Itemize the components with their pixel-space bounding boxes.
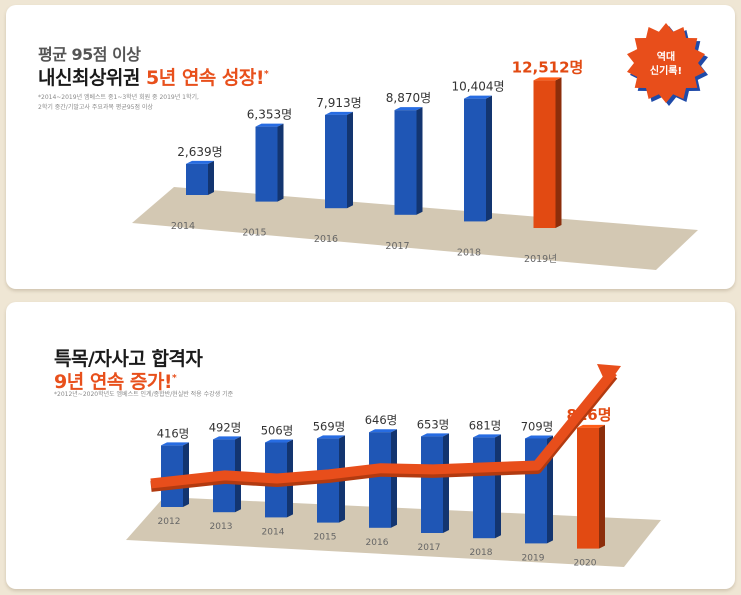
chart2-title-line2: 9년 연속 증가!*	[54, 367, 177, 394]
chart2-bar-2018-side	[495, 434, 501, 539]
chart2-value-label: 681명	[469, 418, 502, 432]
chart2-plot: 416명 2012 492명 2013 506명 2014 569명 2015 646명 2016…	[126, 364, 661, 569]
chart1-note: *2014~2019년 엠베스트 중1~3학년 회원 중 2019년 1학기, …	[38, 93, 199, 113]
chart1-title-mark: *	[264, 69, 269, 80]
chart2-bar-2013-top	[213, 436, 241, 440]
chart2-bar-2017-top	[421, 433, 449, 437]
chart2-value-label: 709명	[521, 419, 554, 433]
chart1-xtick: 2016	[314, 234, 338, 245]
chart2-bar-2020-side	[599, 424, 605, 549]
chart2-bar-2020	[577, 427, 599, 549]
chart2-value-label: 506명	[261, 424, 294, 438]
chart2-bar-2016	[369, 432, 391, 528]
chart2-xtick: 2019	[522, 553, 545, 563]
chart2-bar-2020-top	[577, 424, 605, 428]
chart2-xtick: 2018	[470, 548, 493, 558]
chart1-badge-line1: 역대	[657, 50, 675, 63]
chart2-bar-2017	[421, 436, 443, 533]
chart2-bar-2018-top	[473, 434, 501, 438]
chart2-title-line1: 특목/자사고 합격자	[54, 348, 203, 370]
chart1-value-label: 10,404명	[451, 80, 504, 94]
chart1-bar-2015-side	[277, 123, 284, 202]
chart2-bar-2016-side	[391, 429, 397, 528]
chart1-xtick: 2014	[171, 221, 195, 232]
chart1-value-label: 7,913명	[316, 96, 361, 110]
chart2-bar-2012-top	[161, 442, 189, 446]
chart2-value-label: 569명	[313, 419, 346, 433]
chart1-bar-2018	[464, 98, 486, 222]
chart1-bar-2014	[186, 163, 208, 195]
chart1-title-highlight: 5년 연속 성장!	[146, 67, 265, 89]
chart1-xtick: 2018	[457, 247, 481, 258]
chart2-bar-2018	[473, 437, 495, 539]
chart2-trend-arrow-head	[597, 364, 621, 386]
chart2-xtick: 2013	[210, 522, 233, 532]
chart2-bar-2016-top	[369, 429, 397, 433]
chart2-trend-arrow	[150, 368, 617, 489]
chart2-xtick: 2014	[262, 527, 285, 537]
chart2-title-highlight: 9년 연속 증가!	[54, 371, 173, 393]
chart1-bar-2017-side	[416, 107, 423, 215]
chart1-bar-2018-top	[464, 95, 492, 99]
chart1-value-label: 6,353명	[247, 108, 292, 122]
chart1-title-prefix: 내신최상위권	[38, 67, 146, 89]
chart1-bar-2014-top	[186, 160, 214, 164]
chart2-bar-2017-side	[443, 433, 449, 533]
chart2-xtick: 2016	[366, 538, 389, 548]
chart1-bar-2018-side	[486, 95, 492, 222]
chart1-note-line1: *2014~2019년 엠베스트 중1~3학년 회원 중 2019년 1학기,	[38, 94, 199, 101]
chart1-bar-2019년	[533, 80, 556, 229]
chart2-bar-2019-top	[525, 435, 553, 439]
chart2-value-label: 416명	[157, 426, 190, 440]
chart1-badge-line2: 신기록!	[650, 64, 682, 77]
chart1-value-label: 8,870명	[386, 91, 431, 105]
chart1-plot: 2,639명 2014 6,353명 2015 7,913명 2016 8,870명 2017…	[132, 23, 708, 270]
chart1-badge	[627, 23, 705, 103]
chart2-bar-2015-top	[317, 435, 345, 439]
chart1-bar-2017-top	[394, 107, 423, 111]
chart-card-bottom: 특목/자사고 합격자 9년 연속 증가!* *2012년~2020학년도 엠베스…	[6, 302, 735, 589]
chart2-note: *2012년~2020학년도 엠베스트 인계/종합반/현실반 적용 수강생 기준	[54, 391, 234, 398]
chart1-bar-2015-top	[255, 123, 284, 127]
chart2-xtick: 2017	[418, 543, 441, 553]
chart1-xtick: 2017	[385, 241, 409, 252]
chart1-bar-2017	[394, 110, 417, 215]
chart1-bar-2019년-top	[533, 77, 562, 81]
chart1-bar-2019년-side	[555, 77, 562, 229]
chart1-xtick: 2015	[242, 228, 266, 239]
chart1-note-line2: 2학기 중간/기말고사 주요과목 평균95점 이상	[38, 104, 153, 111]
chart2-bar-2014-top	[265, 439, 293, 443]
chart1-floor	[132, 187, 698, 270]
chart2-xtick: 2015	[314, 533, 337, 543]
chart2-xtick: 2020	[574, 559, 597, 569]
chart2-value-label: 653명	[417, 417, 450, 431]
chart1-title-line1: 평균 95점 이상	[38, 45, 141, 64]
chart1-bar-2016	[325, 114, 347, 209]
chart1-value-label: 12,512명	[512, 58, 584, 76]
chart1-title-line2: 내신최상위권 5년 연속 성장!*	[38, 63, 269, 90]
chart2-title-mark: *	[172, 373, 177, 384]
chart2-value-label: 492명	[209, 420, 242, 434]
chart1-bar-2014-side	[208, 160, 214, 195]
chart-card-top: 평균 95점 이상 내신최상위권 5년 연속 성장!* *2014~2019년 …	[6, 5, 735, 289]
chart1-bar-2015	[255, 126, 278, 202]
chart2-xtick: 2012	[158, 517, 181, 527]
chart1-bar-2016-top	[325, 111, 353, 115]
chart1-bar-2016-side	[347, 111, 353, 209]
chart1-xtick: 2019년	[524, 254, 557, 265]
chart2-value-label: 646명	[365, 413, 398, 427]
chart1-value-label: 2,639명	[177, 145, 222, 159]
